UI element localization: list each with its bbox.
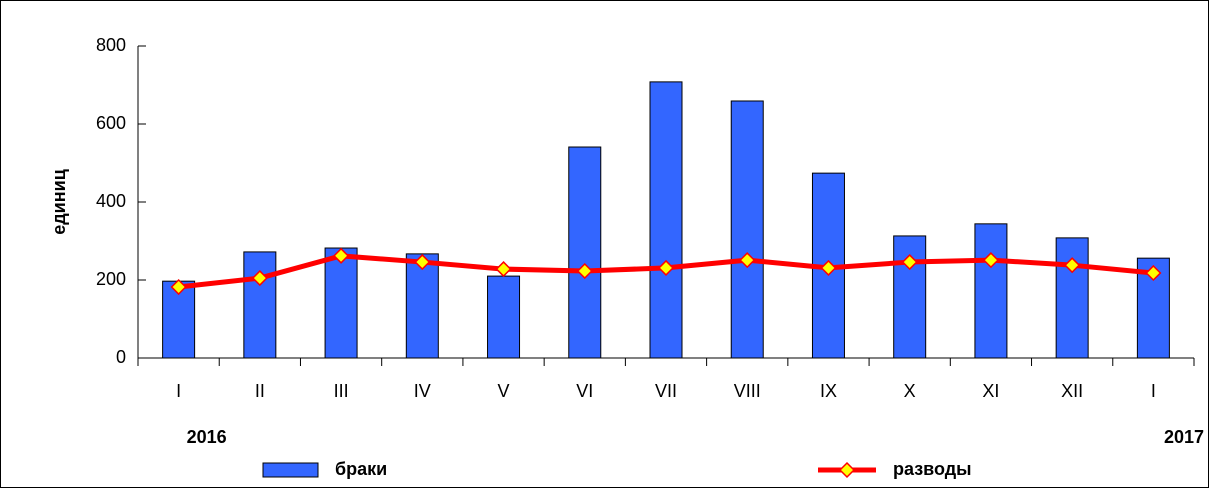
marker xyxy=(1145,264,1162,282)
marker xyxy=(739,252,756,269)
marker xyxy=(333,247,350,264)
x-tick-label: III xyxy=(334,381,349,401)
x-tick-label: IX xyxy=(820,381,837,401)
marker xyxy=(251,269,268,287)
x-tick-label: I xyxy=(176,381,181,401)
y-tick-label: 0 xyxy=(116,347,126,367)
year-label: 2016 xyxy=(187,427,227,447)
x-tick-label: XII xyxy=(1061,381,1083,401)
x-tick-label: VI xyxy=(576,381,593,401)
marker xyxy=(820,259,837,276)
marker xyxy=(982,252,999,269)
marker xyxy=(657,259,675,276)
y-tick-label: 400 xyxy=(96,191,126,211)
legend-label: браки xyxy=(335,459,387,479)
bar xyxy=(568,146,602,359)
y-tick-label: 200 xyxy=(96,269,126,289)
bar xyxy=(324,247,358,359)
x-tick-label: IV xyxy=(414,381,431,401)
legend-label: разводы xyxy=(893,459,972,479)
x-tick-label: VII xyxy=(655,381,677,401)
marker xyxy=(1064,257,1081,274)
x-tick-label: V xyxy=(498,381,510,401)
marker xyxy=(901,253,918,271)
y-axis-label: единиц xyxy=(49,169,69,235)
bar xyxy=(243,251,277,359)
x-tick-label: I xyxy=(1151,381,1156,401)
marker xyxy=(576,262,593,280)
legend-marker xyxy=(838,461,856,479)
bar xyxy=(487,275,521,359)
y-tick-label: 800 xyxy=(96,35,126,55)
bar xyxy=(730,100,764,359)
marker xyxy=(170,278,187,296)
bar xyxy=(1055,237,1089,359)
marker xyxy=(414,253,431,271)
x-tick-label: XI xyxy=(982,381,999,401)
x-tick-label: X xyxy=(904,381,916,401)
marker xyxy=(495,261,512,278)
legend-swatch xyxy=(262,462,319,478)
x-tick-label: II xyxy=(255,381,265,401)
x-tick-label: VIII xyxy=(734,381,761,401)
y-tick-label: 600 xyxy=(96,113,126,133)
year-label: 2017 xyxy=(1164,427,1204,447)
bar xyxy=(405,253,439,359)
bar xyxy=(649,81,683,359)
bar xyxy=(974,223,1008,359)
